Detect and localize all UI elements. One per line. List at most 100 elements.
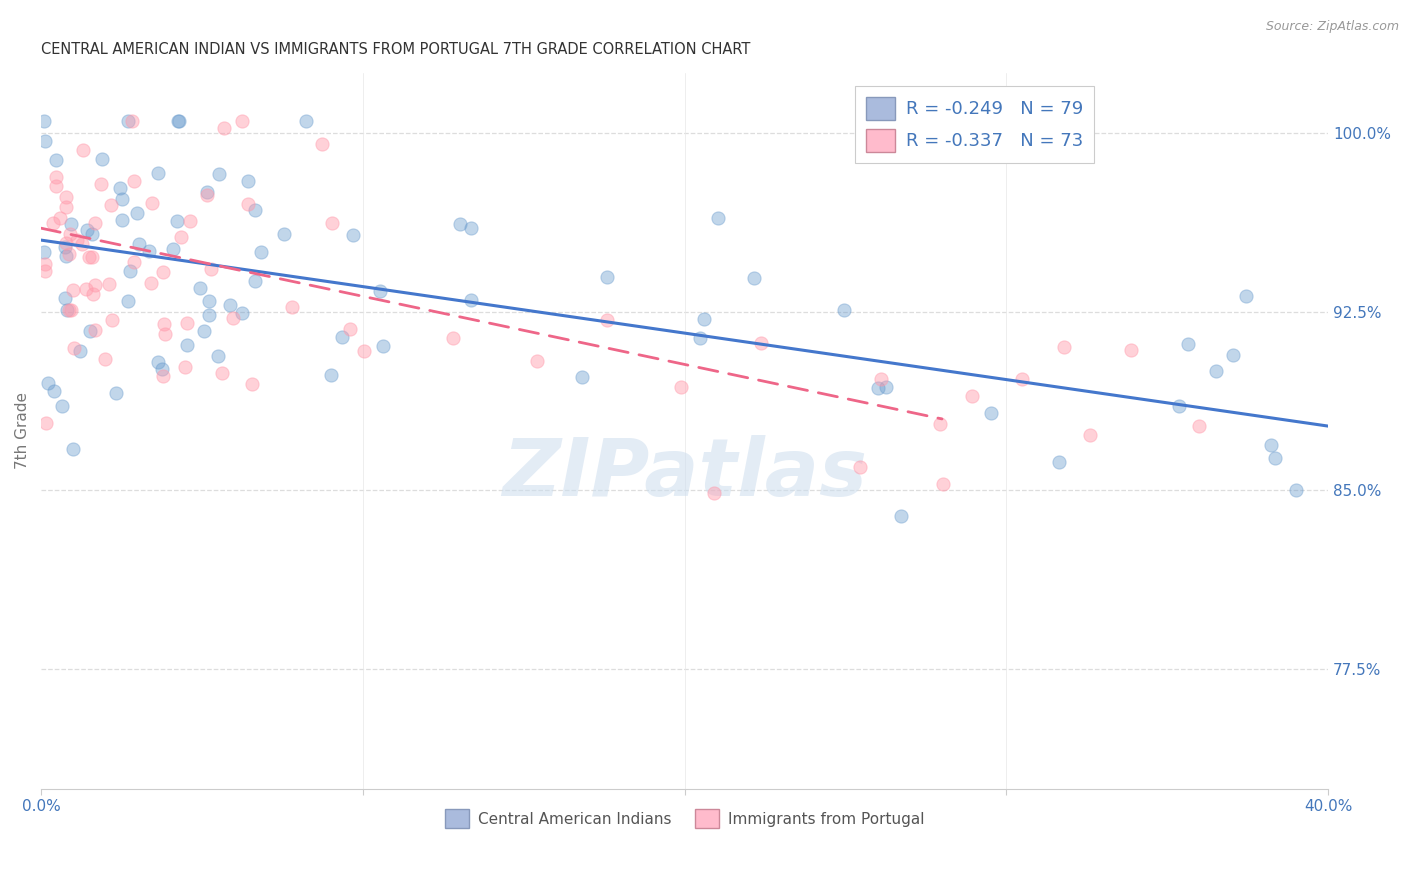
Point (90, 177, 112, 191)
Point (198, 293, 221, 308)
Point (195, 185, 218, 199)
Text: CENTRAL AMERICAN INDIAN VS IMMIGRANTS FROM PORTUGAL 7TH GRADE CORRELATION CHART: CENTRAL AMERICAN INDIAN VS IMMIGRANTS FR… (41, 42, 751, 57)
Point (82, 287, 104, 301)
Point (342, 227, 364, 242)
Point (339, 322, 361, 336)
Point (208, 167, 231, 181)
Point (236, 197, 259, 211)
Point (45, 179, 67, 194)
Point (449, 217, 471, 231)
Point (146, 166, 169, 180)
Point (1177, 337, 1199, 351)
Point (218, 298, 240, 312)
Point (45, 153, 67, 167)
Point (207, 349, 229, 363)
Point (195, 188, 218, 202)
Point (117, 114, 139, 128)
Point (104, 385, 127, 400)
Point (152, 265, 174, 279)
Point (849, 459, 872, 474)
Point (37, 376, 59, 391)
Point (79, 324, 101, 338)
Point (153, 317, 176, 331)
Point (117, 293, 139, 308)
Point (371, 339, 394, 353)
Point (83, 278, 105, 293)
Point (214, 120, 236, 135)
Point (980, 406, 1002, 420)
Point (110, 181, 132, 195)
Point (55, 200, 77, 214)
Point (200, 261, 222, 276)
Point (62, 442, 84, 456)
Point (55, 249, 77, 263)
Point (703, 485, 725, 500)
Point (875, 380, 897, 394)
Point (193, 325, 215, 339)
Point (58, 246, 80, 260)
Point (35, 417, 58, 431)
Point (832, 303, 855, 318)
Point (1047, 455, 1070, 469)
Point (127, 205, 149, 219)
Point (167, 114, 190, 128)
Point (526, 354, 548, 368)
Point (231, 114, 253, 128)
Point (1121, 343, 1143, 357)
Point (742, 271, 765, 285)
Point (91, 153, 114, 167)
Point (368, 284, 391, 298)
Point (84, 216, 107, 230)
Point (59, 302, 82, 317)
Point (1011, 372, 1033, 386)
Point (83, 323, 105, 337)
Point (1234, 289, 1257, 303)
Point (1260, 438, 1282, 452)
Point (153, 326, 176, 341)
Point (150, 361, 173, 376)
Point (162, 242, 184, 256)
Point (128, 237, 150, 252)
Point (100, 198, 122, 212)
Point (188, 281, 211, 295)
Point (242, 376, 264, 391)
Point (56, 302, 79, 317)
Point (94, 352, 117, 367)
Point (34, 134, 56, 148)
Point (243, 274, 266, 288)
Point (1168, 399, 1191, 413)
Point (48, 211, 70, 225)
Point (932, 476, 955, 491)
Point (138, 244, 160, 258)
Point (295, 114, 318, 128)
Point (59, 217, 82, 231)
Point (176, 316, 198, 330)
Point (321, 216, 343, 230)
Point (120, 263, 142, 277)
Point (122, 254, 145, 268)
Point (51, 400, 73, 414)
Point (121, 114, 143, 128)
Point (706, 211, 728, 226)
Point (97, 277, 120, 292)
Point (76, 222, 98, 236)
Point (321, 368, 343, 382)
Point (353, 343, 375, 358)
Point (63, 341, 86, 355)
Point (170, 229, 193, 244)
Point (1078, 428, 1101, 442)
Point (166, 114, 188, 128)
Point (866, 381, 889, 395)
Point (70, 236, 93, 251)
Point (72, 144, 94, 158)
Point (66, 234, 89, 248)
Point (249, 244, 271, 259)
Point (238, 174, 260, 188)
Legend: Central American Indians, Immigrants from Portugal: Central American Indians, Immigrants fro… (439, 803, 931, 835)
Point (221, 310, 243, 325)
Point (441, 330, 464, 344)
Point (53, 240, 76, 254)
Point (59, 227, 82, 241)
Point (179, 213, 201, 227)
Point (53, 292, 76, 306)
